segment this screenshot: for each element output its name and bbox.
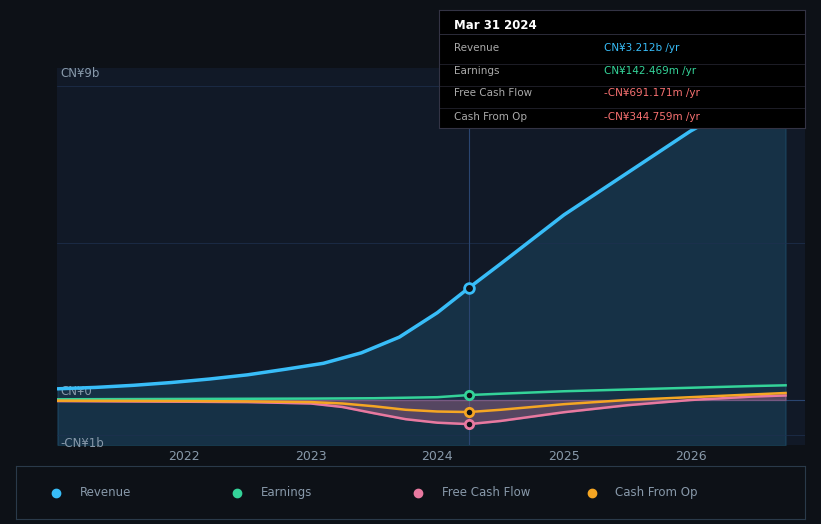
Text: Past: Past [438,83,463,96]
Text: Cash From Op: Cash From Op [454,112,527,122]
Text: CN¥142.469m /yr: CN¥142.469m /yr [603,66,695,76]
Text: Earnings: Earnings [261,486,312,499]
Text: Mar 31 2024: Mar 31 2024 [454,19,537,32]
Text: CN¥3.212b /yr: CN¥3.212b /yr [603,43,679,53]
Text: -CN¥1b: -CN¥1b [60,436,103,450]
Text: Free Cash Flow: Free Cash Flow [442,486,530,499]
Text: Cash From Op: Cash From Op [616,486,698,499]
Text: -CN¥344.759m /yr: -CN¥344.759m /yr [603,112,699,122]
Text: Revenue: Revenue [454,43,499,53]
Text: Free Cash Flow: Free Cash Flow [454,88,532,99]
Bar [57,68,805,445]
Text: Analysts Forecasts: Analysts Forecasts [479,83,589,96]
Text: CN¥0: CN¥0 [60,385,92,398]
Text: -CN¥691.171m /yr: -CN¥691.171m /yr [603,88,699,99]
Text: Revenue: Revenue [80,486,131,499]
Text: CN¥9b: CN¥9b [60,68,99,80]
Text: Earnings: Earnings [454,66,499,76]
